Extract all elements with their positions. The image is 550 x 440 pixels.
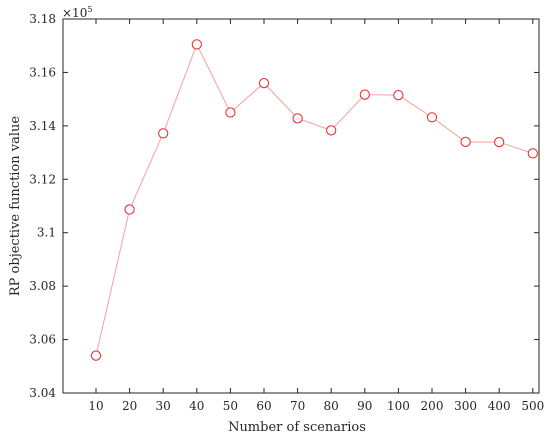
y-tick-label: 3.04 <box>29 386 56 400</box>
y-tick-label: 3.12 <box>29 172 56 186</box>
y-tick-label: 3.16 <box>29 65 56 79</box>
x-tick-label: 50 <box>223 399 238 413</box>
data-point <box>494 137 505 148</box>
plot-area <box>62 18 540 394</box>
y-axis-multiplier: ×105 <box>62 5 92 20</box>
data-point <box>359 89 370 100</box>
y-axis-ticks: 3.04 3.06 3.08 3.1 3.12 3.14 3.16 3.18 <box>29 12 539 400</box>
y-multiplier-exponent: 5 <box>87 5 92 14</box>
y-multiplier-base: ×10 <box>62 6 87 20</box>
x-tick-label: 80 <box>324 399 339 413</box>
y-tick-label: 3.14 <box>29 119 56 133</box>
x-tick-label: 400 <box>488 399 511 413</box>
x-tick-label: 10 <box>88 399 103 413</box>
y-axis-title: RP objective function value <box>8 116 23 297</box>
x-tick-label: 90 <box>357 399 372 413</box>
data-point <box>460 136 471 147</box>
y-tick-label: 3.1 <box>37 226 56 240</box>
x-tick-label: 500 <box>521 399 544 413</box>
data-point <box>326 125 337 136</box>
x-tick-label: 20 <box>122 399 137 413</box>
series-line <box>95 43 533 356</box>
data-point <box>124 204 135 215</box>
x-tick-label: 200 <box>421 399 444 413</box>
data-point <box>191 39 202 50</box>
data-point <box>90 350 102 361</box>
data-point <box>292 113 303 124</box>
x-tick-label: 30 <box>156 399 171 413</box>
data-point <box>393 90 404 101</box>
x-tick-label: 60 <box>256 399 271 413</box>
x-axis-ticks: 10 20 30 40 50 60 70 80 90 100 200 300 400 500 <box>88 19 544 413</box>
x-tick-label: 100 <box>387 399 410 413</box>
y-tick-label: 3.06 <box>29 333 56 347</box>
data-point <box>158 128 169 139</box>
y-tick-label: 3.08 <box>29 279 56 293</box>
data-point <box>527 148 538 159</box>
x-tick-label: 70 <box>290 399 305 413</box>
series-layer <box>90 39 538 361</box>
data-point <box>426 112 438 123</box>
plot-frame <box>62 18 540 394</box>
data-point <box>225 107 236 118</box>
x-tick-label: 40 <box>189 399 204 413</box>
x-tick-label: 300 <box>454 399 477 413</box>
x-axis-title: Number of scenarios <box>228 420 366 435</box>
data-point <box>258 78 270 89</box>
y-tick-label: 3.18 <box>29 12 56 26</box>
